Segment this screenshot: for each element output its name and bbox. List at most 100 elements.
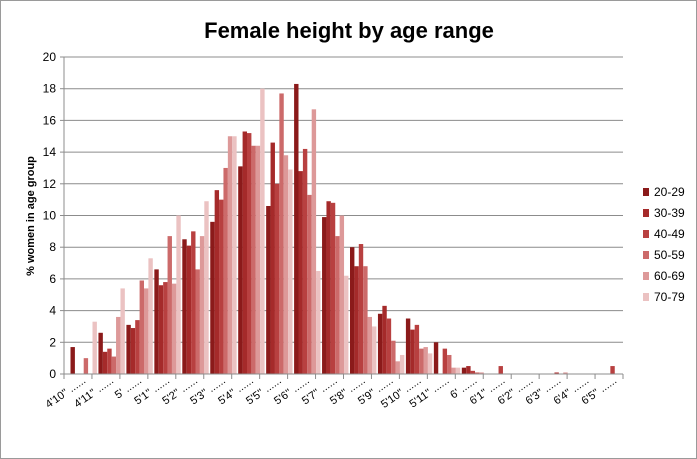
bar [427, 353, 433, 374]
bar [363, 266, 368, 374]
bar [330, 202, 336, 374]
bar [232, 136, 237, 374]
bar [120, 288, 125, 374]
legend-swatch [643, 209, 649, 217]
bar [335, 236, 340, 374]
bar [610, 366, 615, 374]
bar [395, 361, 400, 374]
bar [266, 205, 271, 374]
y-axis-label: % women in age group [25, 156, 37, 276]
bar [251, 145, 256, 374]
bar [466, 366, 471, 374]
bar [405, 318, 411, 374]
bar [451, 367, 456, 374]
bar [302, 148, 308, 374]
bar [167, 236, 172, 374]
y-tick-label: 8 [49, 240, 56, 254]
bar [419, 348, 424, 374]
bar [433, 342, 439, 374]
bar [270, 142, 275, 374]
y-tick-label: 14 [43, 145, 57, 159]
bar [414, 324, 420, 374]
legend-swatch [643, 230, 649, 238]
bar [410, 329, 415, 374]
y-tick-label: 0 [49, 367, 56, 381]
bar [372, 326, 377, 374]
bar [130, 328, 136, 374]
bar [135, 320, 140, 374]
bar [238, 166, 243, 374]
bar [326, 201, 331, 374]
bar [186, 245, 192, 374]
bar [199, 236, 205, 374]
bar [354, 266, 359, 374]
bar [382, 305, 387, 374]
bar [70, 347, 75, 374]
bar [358, 244, 364, 374]
bar [554, 372, 559, 374]
bar [139, 280, 144, 374]
bar [242, 131, 247, 374]
bar [294, 83, 299, 374]
bar [391, 340, 396, 374]
bar [322, 217, 327, 374]
legend-swatch [643, 251, 649, 259]
y-tick-label: 6 [49, 272, 56, 286]
bar [126, 324, 131, 374]
bar [102, 351, 108, 374]
bar [107, 348, 112, 374]
chart-title: Female height by age range [204, 18, 494, 43]
legend-label: 70-79 [654, 290, 685, 304]
legend-label: 60-69 [654, 269, 685, 283]
bar [255, 145, 261, 374]
bar [479, 372, 484, 374]
bar [154, 269, 159, 374]
bar [563, 372, 568, 374]
bar [316, 270, 321, 374]
bar [214, 190, 220, 374]
bar [163, 282, 168, 374]
bar [260, 88, 265, 374]
legend-label: 20-29 [654, 185, 685, 199]
bar [204, 201, 209, 374]
bar [223, 167, 228, 374]
bar [399, 354, 405, 374]
bar [377, 313, 383, 374]
y-tick-label: 18 [43, 82, 57, 96]
bar [350, 247, 355, 374]
bar [148, 258, 153, 374]
bar [171, 283, 177, 374]
bar [219, 199, 224, 374]
bar [344, 275, 349, 374]
bar [116, 316, 121, 374]
bar [498, 366, 503, 374]
bar [283, 155, 289, 374]
bars-layer [70, 83, 615, 374]
bar [386, 318, 392, 374]
bar [339, 215, 345, 374]
y-tick-label: 10 [43, 209, 57, 223]
bar [298, 171, 303, 374]
legend-label: 30-39 [654, 206, 685, 220]
bar [423, 347, 428, 374]
bar [475, 372, 480, 374]
y-tick-label: 4 [49, 304, 56, 318]
legend: 20-29 30-39 40-49 50-59 60-69 70-79 [643, 185, 685, 304]
y-tick-label: 16 [43, 113, 57, 127]
bar [195, 269, 200, 374]
bar [92, 321, 97, 374]
bar [307, 194, 312, 374]
legend-label: 40-49 [654, 227, 685, 241]
bar [98, 332, 103, 374]
bar [182, 239, 187, 374]
bar [461, 367, 467, 374]
bar [447, 354, 452, 374]
y-tick-label: 2 [49, 335, 56, 349]
bar [442, 348, 448, 374]
bar [111, 356, 117, 374]
bar [470, 370, 475, 374]
legend-swatch [643, 272, 649, 280]
bar [367, 316, 372, 374]
